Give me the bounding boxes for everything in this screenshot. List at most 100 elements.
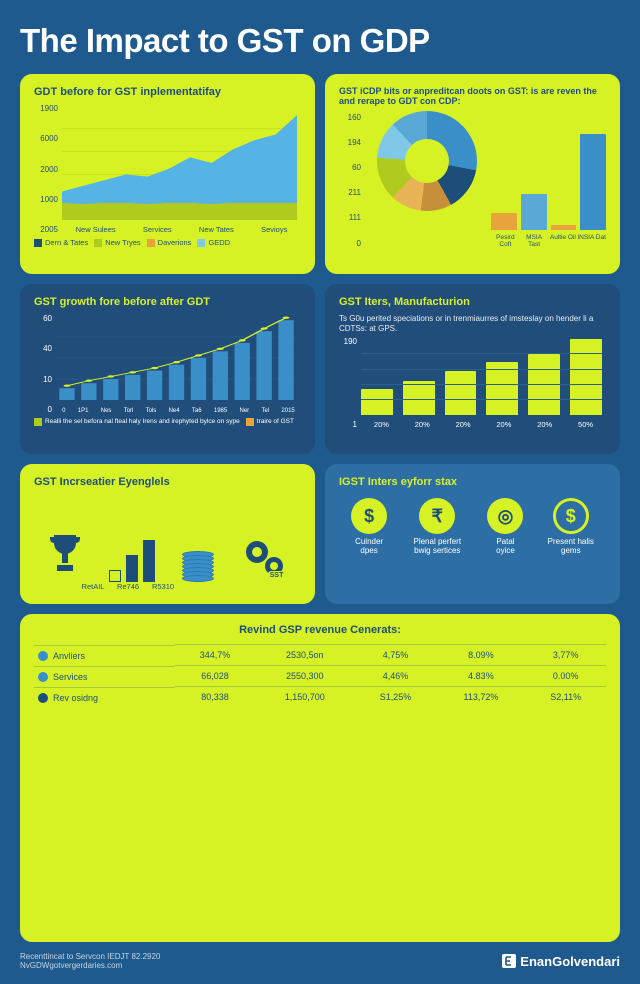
table-cell: Rev osidng	[34, 687, 175, 708]
table-row: Services66,0282550,3004,46%4.83%0.00%	[34, 666, 606, 687]
bar	[491, 213, 517, 230]
xtick: Tols	[146, 408, 157, 414]
minibar-label: Re746	[113, 582, 143, 591]
legend-item: Daverions	[147, 238, 192, 247]
coins-icon	[182, 554, 214, 582]
panel4-chart: 1190 20%20%20%20%20%50%	[339, 337, 606, 429]
currency-icon: $	[351, 498, 387, 534]
panel1-legend: Dern & TatesNew TryesDaverionsGEDD	[34, 238, 301, 247]
table-cell: 4.83%	[437, 666, 526, 687]
icon-column: ◎ Pataloyice	[487, 498, 523, 556]
table-cell: 0.00%	[525, 666, 606, 687]
panel1-yaxis: 20051000200060001900	[34, 104, 58, 234]
footer-line1: Recenttincat to Servcon IEDJT 82.2920	[20, 952, 160, 961]
bar	[551, 225, 577, 230]
legend-item: traire of GST	[246, 418, 294, 426]
ytick: 194	[339, 138, 361, 147]
minibar-col	[126, 555, 138, 583]
minibar	[109, 570, 121, 583]
currency-icon: ◎	[487, 498, 523, 534]
panel1-title: GDT before for GST inplementatifay	[34, 86, 301, 98]
revenue-table: Anvliers344,7%2530,5on4,75%8.09%3,77%Ser…	[34, 644, 606, 708]
bar	[570, 339, 602, 415]
ytick: 40	[34, 344, 52, 353]
currency-icon: $	[553, 498, 589, 534]
xtick: 20%	[537, 420, 552, 429]
panel4-subtitle: Ts G0u perited speciations or in trenmia…	[339, 314, 606, 333]
panel2-yaxis: 011121160194160	[339, 113, 361, 248]
gear-badge: SST	[268, 571, 286, 580]
bar	[486, 362, 518, 415]
xtick: 0	[62, 408, 65, 414]
panel3-xaxis: 01P1NesTorlTolsNe4Ta61985NerTel2015	[56, 408, 301, 414]
table-row: Anvliers344,7%2530,5on4,75%8.09%3,77%	[34, 645, 606, 666]
panel2-bars-wrap	[491, 117, 606, 230]
table-cell: S2,11%	[525, 687, 606, 708]
table-cell: 2550,300	[255, 666, 355, 687]
panel1-chart: 20051000200060001900 New SuleesServicesN…	[34, 104, 301, 234]
panel-gdp-before: GDT before for GST inplementatifay 20051…	[20, 74, 315, 274]
panel-incrseatier: GST Incrseatier Eyenglels SST RetAILRe74…	[20, 464, 315, 604]
table-row: Rev osidng80,3381,150,700S1,25%113,72%S2…	[34, 687, 606, 708]
xtick: Ta6	[192, 408, 202, 414]
icon-label: Culnderdpes	[355, 538, 383, 556]
minibar-label: R5310	[148, 582, 178, 591]
xtick: New Sulees	[76, 225, 116, 234]
coin	[182, 575, 214, 582]
xtick: 20%	[496, 420, 511, 429]
footer-brand: EnanGolvendari	[502, 954, 620, 969]
xtick: Tel	[261, 408, 269, 414]
ytick: 60	[339, 163, 361, 172]
panel6-icons-row: $Culnderdpes₹Plenal perfert bwig sertice…	[339, 498, 606, 556]
table-cell: 66,028	[175, 666, 255, 687]
ytick: 111	[339, 213, 361, 222]
bar	[521, 194, 547, 230]
panel3-plot	[56, 316, 297, 400]
table-cell: 4,75%	[355, 645, 437, 666]
bar	[445, 371, 477, 415]
trophy-icon	[48, 531, 82, 582]
table-cell: 8.09%	[437, 645, 526, 666]
xtick: INSIA Dat	[577, 234, 606, 248]
icon-label: Plenal perfert bwig sertices	[411, 538, 463, 556]
panel5-minibars	[109, 540, 155, 583]
panel3-legend: Realli the sel befora nal fteal haly Ire…	[34, 418, 301, 426]
panel2-body: 011121160194160 Pesird CoftMSIA TastAult…	[339, 113, 606, 248]
icon-label: Pataloyice	[496, 538, 515, 556]
icon-label: Present halisgems	[548, 538, 594, 556]
table-cell: S1,25%	[355, 687, 437, 708]
ytick: 0	[34, 405, 52, 414]
minibar-col	[109, 570, 121, 583]
brand-icon	[502, 954, 516, 968]
ytick: 60	[34, 314, 52, 323]
legend-item: New Tryes	[94, 238, 140, 247]
donut-chart	[377, 111, 477, 211]
xtick: Services	[143, 225, 172, 234]
table-cell: 2530,5on	[255, 645, 355, 666]
footer-left: Recenttincat to Servcon IEDJT 82.2920 Nv…	[20, 952, 160, 970]
panel3-chart: 0104060 01P1NesTorlTolsNe4Ta61985NerTel2…	[34, 314, 301, 414]
table-title: Revind GSP revenue Cenerats:	[34, 624, 606, 636]
xtick: 1P1	[78, 408, 89, 414]
panel4-bars	[361, 339, 602, 415]
panel4-title: GST Iters, Manufacturion	[339, 296, 606, 308]
panel4-plot	[361, 339, 602, 415]
ytick: 2000	[34, 165, 58, 174]
footer: Recenttincat to Servcon IEDJT 82.2920 Nv…	[20, 952, 620, 970]
panel-icons: IGST Inters eyforr stax $Culnderdpes₹Ple…	[325, 464, 620, 604]
panel3-title: GST growth fore before after GDT	[34, 296, 301, 308]
bar	[361, 389, 393, 416]
table-cell: 344,7%	[175, 645, 255, 666]
footer-line2: NvGDWgotvergerdaries.com	[20, 961, 160, 970]
panel1-xaxis: New SuleesServicesNew TatesSevioys	[62, 225, 301, 234]
xtick: Aultie Oil	[549, 234, 578, 248]
bar	[580, 134, 606, 230]
table-cell: 3,77%	[525, 645, 606, 666]
panel2-bars	[491, 117, 606, 230]
panel-growth: GST growth fore before after GDT 0104060…	[20, 284, 315, 454]
xtick: 20%	[415, 420, 430, 429]
minibar-col	[143, 540, 155, 583]
panel2-title: GST iCDP bits or anpreditcan doots on GS…	[339, 86, 606, 107]
xtick: Nes	[101, 408, 112, 414]
ytick: 0	[339, 239, 361, 248]
